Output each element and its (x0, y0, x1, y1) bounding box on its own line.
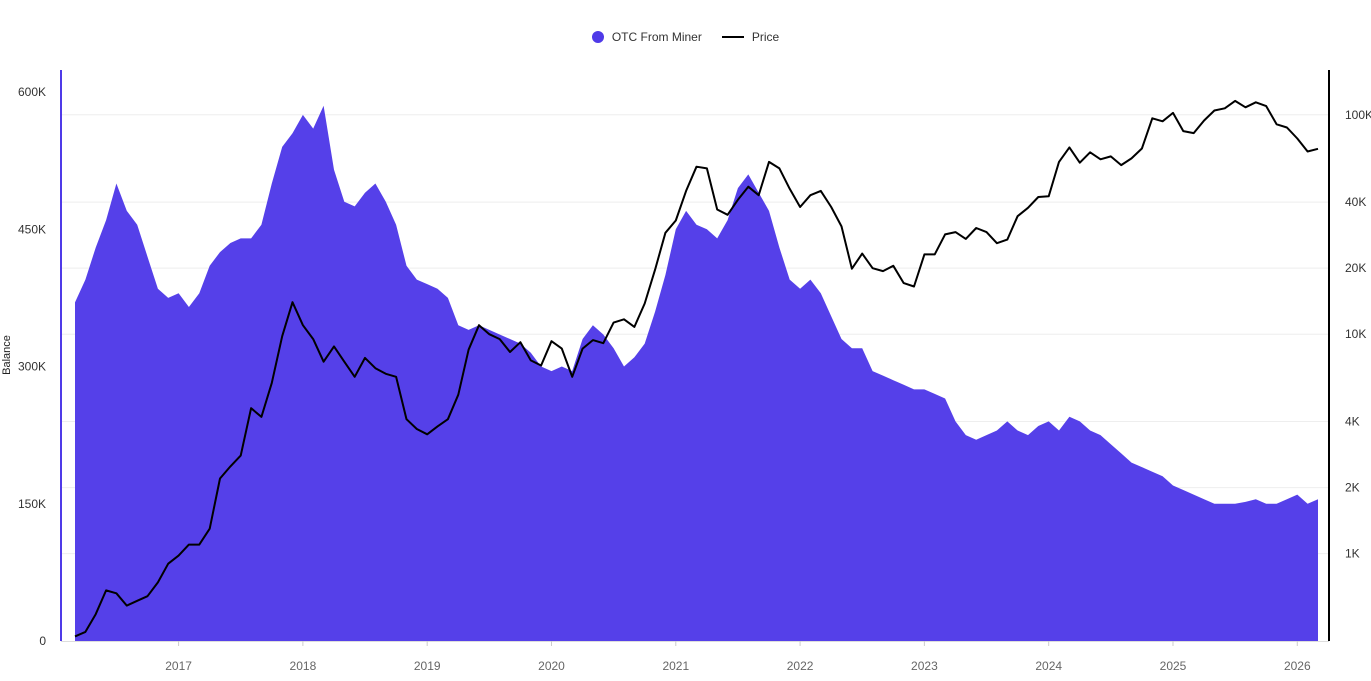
legend-label-otc: OTC From Miner (611, 30, 702, 44)
legend-label-price: Price (751, 30, 780, 44)
price-line[interactable] (74, 99, 1319, 638)
x-tick-label: 2021 (662, 659, 689, 673)
x-tick-label: 2018 (290, 659, 317, 673)
left-tick-label: 300K (18, 360, 46, 374)
x-tick-label: 2024 (1035, 659, 1062, 673)
legend-line-icon (721, 36, 744, 38)
x-axis-ticks: 2017 2018 2019 2020 2021 2022 2023 2024 2025 2026 (165, 641, 1311, 673)
y-axis-title: Balance (1, 335, 13, 375)
x-tick-label: 2025 (1160, 659, 1187, 673)
otc-area-series (75, 105, 1318, 641)
right-tick-label: 4K (1345, 415, 1360, 429)
left-tick-label: 0 (39, 634, 46, 648)
x-tick-label: 2026 (1284, 659, 1311, 673)
right-tick-label: 1K (1345, 547, 1360, 561)
axes (60, 70, 1330, 642)
right-tick-label: 20K (1345, 261, 1366, 275)
left-tick-label: 150K (18, 497, 46, 511)
right-tick-label: 2K (1345, 481, 1360, 495)
otc-area[interactable] (75, 105, 1318, 641)
right-axis-ticks: 1K 2K 4K 10K 20K 40K 100K (1345, 108, 1371, 561)
legend-item-price[interactable]: Price (721, 30, 780, 44)
legend-dot-icon (591, 31, 604, 43)
x-tick-label: 2017 (165, 659, 192, 673)
right-tick-label: 10K (1345, 327, 1366, 341)
x-tick-label: 2019 (414, 659, 441, 673)
left-axis-ticks: 0 150K 300K 450K 600K (18, 85, 46, 648)
legend-item-otc[interactable]: OTC From Miner (591, 30, 702, 44)
right-tick-label: 40K (1345, 195, 1366, 209)
left-tick-label: 450K (18, 222, 46, 236)
x-tick-label: 2023 (911, 659, 938, 673)
x-tick-label: 2022 (787, 659, 814, 673)
chart-legend: OTC From Miner Price (0, 27, 1371, 47)
right-tick-label: 100K (1345, 108, 1371, 122)
x-tick-label: 2020 (538, 659, 565, 673)
left-tick-label: 600K (18, 85, 46, 99)
price-line-series (74, 99, 1319, 638)
